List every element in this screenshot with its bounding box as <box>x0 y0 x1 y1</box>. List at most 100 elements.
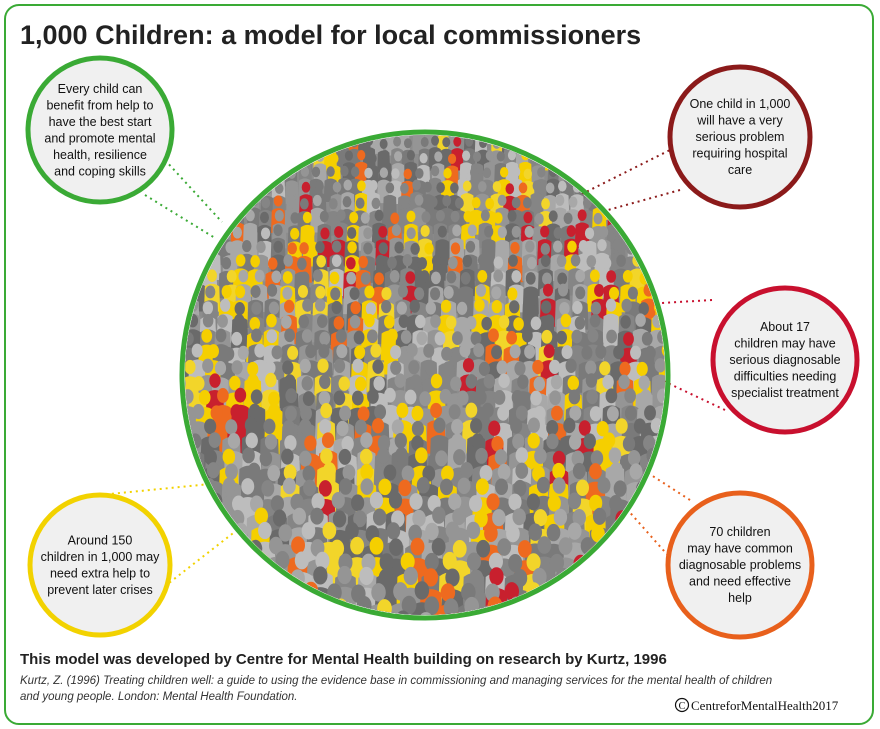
person-body <box>185 195 189 220</box>
person-head <box>515 462 529 479</box>
person-head <box>321 432 335 449</box>
person-head <box>318 390 331 406</box>
person-head <box>593 212 603 225</box>
person-head <box>225 419 238 435</box>
person-head <box>615 418 628 434</box>
person-head <box>187 209 197 221</box>
person-head <box>553 508 568 526</box>
person-head <box>633 551 648 570</box>
person-head <box>281 448 294 465</box>
person-head <box>462 358 475 373</box>
person-body <box>187 514 209 552</box>
person-head <box>595 344 607 359</box>
person-head <box>466 121 474 131</box>
person-head <box>323 462 336 479</box>
person-body <box>569 604 594 615</box>
person-head <box>222 448 236 465</box>
person-head <box>340 165 349 177</box>
person-head <box>470 418 483 434</box>
person-head <box>316 314 328 329</box>
person-head <box>492 181 502 193</box>
person-head <box>525 272 536 285</box>
person-head <box>282 360 294 375</box>
person-body <box>614 560 638 600</box>
person-head <box>452 331 463 345</box>
person-head <box>320 227 330 240</box>
person-head <box>669 316 680 329</box>
person-head <box>364 313 375 328</box>
person-head <box>299 271 310 285</box>
person-head <box>378 242 388 255</box>
person-head <box>403 566 418 586</box>
person-head <box>185 568 200 587</box>
person-head <box>644 345 656 360</box>
person-body <box>162 195 176 219</box>
person-head <box>435 240 445 253</box>
person-head <box>190 179 200 191</box>
person-head <box>612 238 623 252</box>
person-head <box>217 388 229 403</box>
person-head <box>162 270 172 283</box>
person-body <box>253 135 266 156</box>
person-head <box>344 150 354 161</box>
person-head <box>442 195 452 207</box>
person-head <box>469 495 483 512</box>
person-head <box>557 272 568 286</box>
person-head <box>545 182 555 194</box>
person-body <box>664 224 665 250</box>
person-head <box>620 315 631 329</box>
person-head <box>560 313 572 328</box>
person-head <box>326 137 335 148</box>
person-head <box>590 164 599 176</box>
person-head <box>349 287 360 300</box>
person-head <box>291 536 305 555</box>
person-head <box>315 180 324 192</box>
person-head <box>560 136 569 147</box>
person-head <box>655 270 665 283</box>
person-head <box>623 332 634 346</box>
person-head <box>290 212 300 224</box>
person-head <box>194 523 209 541</box>
person-head <box>450 210 460 223</box>
person-head <box>381 149 390 161</box>
person-head <box>512 433 525 450</box>
person-head <box>206 181 216 193</box>
person-head <box>510 612 526 615</box>
person-head <box>604 183 614 195</box>
person-head <box>616 597 631 615</box>
person-head <box>235 254 246 267</box>
person-head <box>365 302 377 316</box>
person-head <box>621 298 632 312</box>
person-head <box>297 122 305 132</box>
person-head <box>274 135 283 146</box>
person-head <box>420 225 430 237</box>
person-head <box>206 462 220 479</box>
person-head <box>378 478 392 496</box>
person-head <box>200 137 209 148</box>
person-body <box>198 149 212 172</box>
person-head <box>494 449 508 466</box>
person-head <box>440 299 452 313</box>
person-head <box>485 150 494 161</box>
person-head <box>489 567 504 586</box>
person-head <box>250 255 261 268</box>
person-body <box>568 575 593 615</box>
person-body <box>299 602 323 615</box>
person-head <box>263 137 272 149</box>
person-head <box>619 612 635 615</box>
person-head <box>649 257 660 270</box>
person-head <box>508 493 522 511</box>
footer-note: This model was developed by Centre for M… <box>20 651 667 668</box>
person-body <box>650 208 665 234</box>
person-head <box>460 272 471 285</box>
person-head <box>369 537 384 555</box>
person-head <box>251 328 262 343</box>
person-head <box>507 287 518 301</box>
person-head <box>635 507 649 525</box>
person-body <box>193 177 207 202</box>
person-head <box>616 254 626 267</box>
person-head <box>395 610 411 615</box>
crowd <box>162 121 680 615</box>
person-head <box>430 271 441 285</box>
